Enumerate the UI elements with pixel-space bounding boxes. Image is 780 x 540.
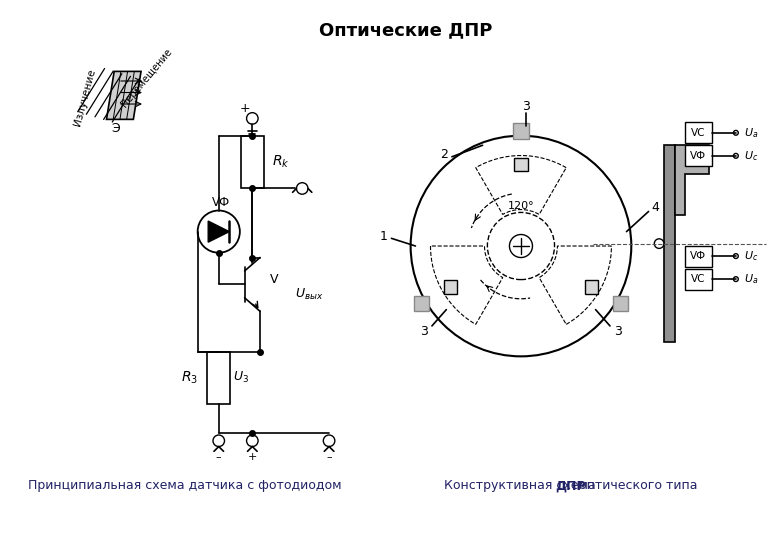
Text: Излучение: Излучение: [72, 68, 97, 127]
Wedge shape: [431, 246, 503, 325]
Circle shape: [197, 211, 240, 253]
Polygon shape: [208, 221, 229, 242]
Circle shape: [296, 183, 308, 194]
Text: VФ: VФ: [690, 251, 707, 261]
Bar: [207, 352, 230, 404]
Circle shape: [509, 234, 533, 258]
Text: Оптические ДПР: Оптические ДПР: [319, 21, 492, 39]
Text: +: +: [239, 102, 250, 116]
Bar: [413, 296, 429, 311]
Bar: [685, 268, 712, 289]
Bar: [613, 296, 629, 311]
Text: $U_3$: $U_3$: [233, 370, 249, 386]
Circle shape: [654, 239, 664, 248]
Text: VC: VC: [691, 274, 706, 284]
Text: $U_a$: $U_a$: [743, 126, 758, 140]
Text: Э: Э: [112, 122, 120, 134]
Text: 120°: 120°: [508, 201, 534, 211]
Text: ДПР: ДПР: [555, 480, 586, 492]
Circle shape: [324, 435, 335, 447]
Circle shape: [488, 212, 555, 280]
Text: –: –: [326, 452, 332, 462]
Circle shape: [733, 276, 738, 281]
Wedge shape: [539, 246, 612, 325]
Text: VC: VC: [691, 128, 706, 138]
Circle shape: [410, 136, 631, 356]
Circle shape: [733, 254, 738, 259]
Bar: [514, 158, 528, 171]
Text: –: –: [216, 452, 222, 462]
Circle shape: [246, 435, 258, 447]
Text: +: +: [247, 452, 257, 462]
Text: Перемещение: Перемещение: [119, 47, 174, 109]
Text: 3: 3: [522, 100, 530, 113]
Bar: [664, 145, 675, 342]
Text: 3: 3: [614, 325, 622, 338]
Bar: [685, 145, 712, 166]
Bar: [241, 136, 264, 188]
Text: 4: 4: [651, 201, 659, 214]
Text: 1: 1: [380, 230, 388, 243]
Text: V: V: [270, 273, 278, 286]
Text: VФ: VФ: [211, 197, 230, 210]
Circle shape: [246, 113, 258, 124]
Text: $R_k$: $R_k$: [271, 154, 289, 170]
Text: Принципиальная схема датчика с фотодиодом: Принципиальная схема датчика с фотодиодо…: [28, 480, 342, 492]
Bar: [685, 122, 712, 143]
Text: Конструктивная схема: Конструктивная схема: [444, 480, 600, 492]
Bar: [685, 246, 712, 267]
Circle shape: [213, 435, 225, 447]
Text: $R_3$: $R_3$: [181, 370, 197, 386]
Text: $U_c$: $U_c$: [743, 249, 758, 263]
Text: $U_{вых}$: $U_{вых}$: [296, 286, 324, 301]
Bar: [513, 123, 529, 139]
Polygon shape: [107, 71, 141, 119]
Text: 2: 2: [440, 148, 448, 161]
Text: оптического типа: оптического типа: [575, 480, 697, 492]
Text: $U_c$: $U_c$: [743, 149, 758, 163]
Circle shape: [733, 153, 738, 158]
Text: 3: 3: [420, 325, 428, 338]
Polygon shape: [675, 145, 709, 215]
Text: $U_a$: $U_a$: [743, 272, 758, 286]
Wedge shape: [476, 156, 566, 214]
Circle shape: [733, 130, 738, 135]
Bar: [585, 280, 598, 294]
Text: VФ: VФ: [690, 151, 707, 161]
Bar: [444, 280, 457, 294]
